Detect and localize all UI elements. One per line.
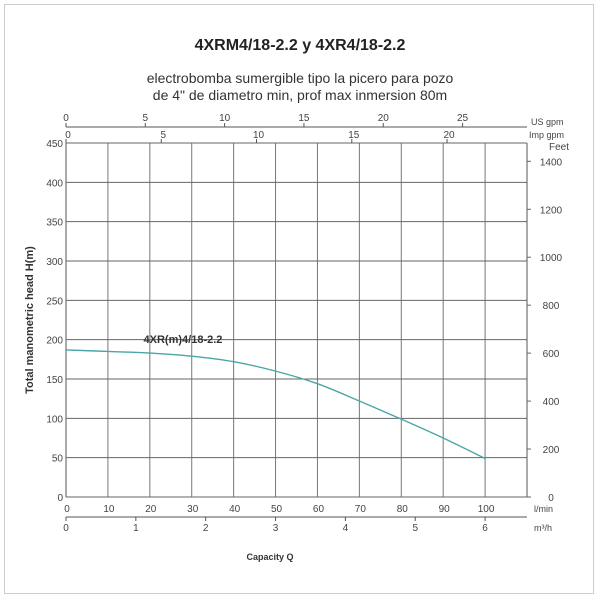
feet-tick-label: 1000: [540, 253, 563, 264]
x-tick-label: 70: [355, 504, 367, 515]
x-tick-label: 50: [271, 504, 283, 515]
us-gpm-tick-label: 25: [457, 113, 469, 124]
y-tick-label: 200: [46, 336, 63, 347]
imp-gpm-tick-label: 5: [160, 130, 166, 141]
x-tick-label: 40: [229, 504, 241, 515]
y-tick-label: 400: [46, 178, 63, 189]
m3h-tick-label: 5: [412, 523, 418, 534]
m3h-tick-label: 2: [203, 523, 209, 534]
feet-tick-label: 400: [543, 397, 560, 408]
chart-subtitle-line-2: de 4" de diametro min, prof max inmersio…: [152, 87, 448, 103]
series-label: 4XR(m)4/18-2.2: [144, 334, 223, 346]
x-axis-title: Capacity Q: [246, 552, 293, 562]
y-tick-label: 300: [46, 257, 63, 268]
y-tick-label: 150: [46, 375, 63, 386]
m3h-tick-label: 6: [482, 523, 488, 534]
y-tick-label: 50: [52, 454, 64, 465]
x-tick-label: 60: [313, 504, 325, 515]
feet-tick-label: 600: [543, 349, 560, 360]
x-tick-label: 30: [187, 504, 199, 515]
x-tick-label: 100: [478, 504, 495, 515]
x-tick-label: 20: [145, 504, 157, 515]
us-gpm-axis-unit: US gpm: [531, 117, 564, 127]
imp-gpm-axis-unit: Imp gpm: [529, 130, 564, 140]
x-tick-label: 0: [64, 504, 70, 515]
feet-tick-label: 200: [543, 445, 560, 456]
series-line: [65, 349, 486, 460]
m3h-tick-label: 4: [343, 523, 349, 534]
m3h-tick-label: 3: [273, 523, 279, 534]
imp-gpm-tick-label: 10: [253, 130, 265, 141]
y-axis-title: Total manometric head H(m): [24, 246, 36, 394]
m3h-axis-unit: m³/h: [534, 523, 552, 533]
m3h-tick-label: 0: [63, 523, 69, 534]
feet-tick-label: 0: [548, 493, 554, 504]
us-gpm-tick-label: 20: [378, 113, 390, 124]
x-tick-label: 10: [103, 504, 115, 515]
imp-gpm-tick-label: 0: [65, 130, 71, 141]
y-tick-label: 0: [57, 493, 63, 504]
chart-subtitle-line-1: electrobomba sumergible tipo la picero p…: [146, 70, 454, 86]
us-gpm-tick-label: 10: [219, 113, 231, 124]
x-tick-label: 80: [397, 504, 409, 515]
y-tick-label: 350: [46, 218, 63, 229]
imp-gpm-tick-label: 20: [443, 130, 455, 141]
y-tick-label: 100: [46, 414, 63, 425]
us-gpm-tick-label: 15: [298, 113, 310, 124]
y-tick-label: 250: [46, 296, 63, 307]
imp-gpm-tick-label: 15: [348, 130, 360, 141]
feet-axis-unit: Feet: [549, 142, 569, 153]
chart-frame: [4, 4, 594, 594]
chart-title: 4XRM4/18-2.2 y 4XR4/18-2.2: [194, 37, 406, 54]
feet-tick-label: 1200: [540, 205, 563, 216]
x-axis-unit: l/min: [534, 504, 553, 514]
m3h-tick-label: 1: [133, 523, 139, 534]
y-tick-label: 450: [46, 139, 63, 150]
us-gpm-tick-label: 0: [63, 113, 69, 124]
feet-tick-label: 1400: [540, 157, 563, 168]
us-gpm-tick-label: 5: [143, 113, 149, 124]
feet-tick-label: 800: [543, 301, 560, 312]
x-tick-label: 90: [439, 504, 451, 515]
